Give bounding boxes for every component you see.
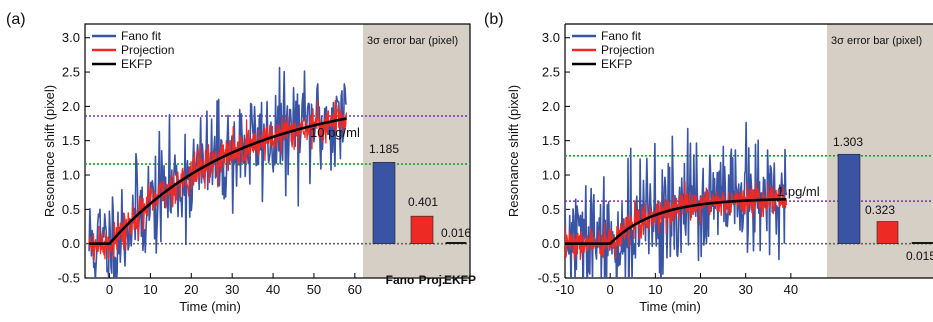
concentration-label-b: 1 pg/ml [777, 184, 820, 199]
series-ekfp [565, 197, 787, 245]
y-tick-label: 3.0 [542, 30, 560, 45]
x-tick-label: 30 [225, 282, 239, 297]
y-tick-label: 2.0 [62, 99, 80, 114]
plot-frame-a [84, 23, 471, 279]
legend-a: Fano fit Projection EKFP [92, 29, 174, 71]
axes-a: -0.5 0.0 0.5 1.0 1.5 2.0 2.5 3.0 0 10 20 30 40 50 60 [58, 30, 362, 297]
error-bar-ekfp [445, 242, 467, 244]
panel-label-b: (b) [484, 11, 504, 28]
bar-label-ekfp-a: EKFP [444, 273, 476, 287]
panel-a: (a) 3σ error bar (pixel) -0.5 0.0 0.5 1.0 1.… [6, 11, 476, 314]
y-tick-label: -0.5 [58, 271, 80, 286]
y-tick-label: 2.0 [542, 99, 560, 114]
error-bar-fano [372, 162, 396, 244]
x-tick-label: 30 [738, 282, 752, 297]
y-tick-label: -0.5 [538, 271, 560, 286]
bar-label-proj-a: Proj. [419, 273, 446, 287]
error-bars-a [372, 162, 467, 244]
x-tick-label: 40 [266, 282, 280, 297]
y-axis-label-b: Resonance shift (pixel) [506, 85, 521, 217]
axes-b: -0.5 0.0 0.5 1.0 1.5 2.0 2.5 3.0 -10 0 10 20 30 40 [538, 30, 799, 297]
legend-label-ekfp-a: EKFP [121, 57, 152, 71]
legend-label-projection-b: Projection [601, 43, 654, 57]
error-box-title-a: 3σ error bar (pixel) [367, 35, 458, 47]
bar-label-proj-b: Proj. [874, 290, 901, 304]
y-tick-label: 0.5 [62, 202, 80, 217]
error-bar-proj [410, 215, 434, 244]
bar-value-ekfp-a: 0.016 [441, 226, 471, 240]
bar-value-fano-a: 1.185 [369, 142, 399, 156]
x-axis-label-b: Time (min) [639, 299, 701, 314]
concentration-label-a: 10 pg/ml [310, 125, 360, 140]
x-axis-label-a: Time (min) [179, 299, 241, 314]
y-tick-label: 1.5 [62, 133, 80, 148]
x-tick-label: 20 [693, 282, 707, 297]
data-series-b [565, 121, 788, 278]
error-bars-b [837, 153, 933, 244]
y-tick-label: 0.0 [542, 236, 560, 251]
bar-value-ekfp-b: 0.015 [906, 249, 933, 263]
x-tick-label: 50 [307, 282, 321, 297]
error-bar-fano [837, 153, 861, 244]
bar-value-fano-b: 1.303 [833, 135, 863, 149]
x-tick-label: 20 [184, 282, 198, 297]
y-tick-label: 1.0 [542, 168, 560, 183]
error-bar-proj [876, 221, 899, 244]
y-tick-label: 0.5 [542, 202, 560, 217]
bar-label-ekfp-b: EKFP [904, 290, 933, 304]
x-tick-label: 40 [784, 282, 798, 297]
y-tick-label: 3.0 [62, 30, 80, 45]
panel-b: (b) 3σ error bar (pixel) -0.5 0.0 0.5 1.0 1.… [484, 11, 933, 314]
x-tick-label: 0 [607, 282, 614, 297]
legend-b: Fano fit Projection EKFP [572, 29, 654, 71]
panel-label-a: (a) [6, 11, 26, 28]
bar-label-fano-b: Fano [834, 290, 863, 304]
series-fano [565, 121, 788, 278]
data-series-a [88, 66, 348, 278]
legend-label-fano-a: Fano fit [121, 29, 162, 43]
x-tick-label: 10 [648, 282, 662, 297]
bar-label-fano-a: Fano [386, 273, 415, 287]
error-box-title-b: 3σ error bar (pixel) [831, 35, 922, 47]
legend-label-fano-b: Fano fit [601, 29, 642, 43]
x-tick-label: -10 [556, 282, 575, 297]
bar-value-proj-b: 0.323 [865, 203, 895, 217]
y-tick-label: 1.5 [542, 133, 560, 148]
y-tick-label: 1.0 [62, 168, 80, 183]
bar-value-proj-a: 0.401 [408, 195, 438, 209]
x-tick-label: 60 [348, 282, 362, 297]
y-tick-label: 2.5 [62, 65, 80, 80]
x-tick-label: 10 [143, 282, 157, 297]
y-axis-label-a: Resonance shift (pixel) [42, 85, 57, 217]
series-ekfp [89, 117, 347, 245]
legend-label-projection-a: Projection [121, 43, 174, 57]
legend-label-ekfp-b: EKFP [601, 57, 632, 71]
y-tick-label: 0.0 [62, 236, 80, 251]
y-tick-label: 2.5 [542, 65, 560, 80]
x-tick-label: 0 [106, 282, 113, 297]
error-bar-ekfp [911, 242, 933, 244]
